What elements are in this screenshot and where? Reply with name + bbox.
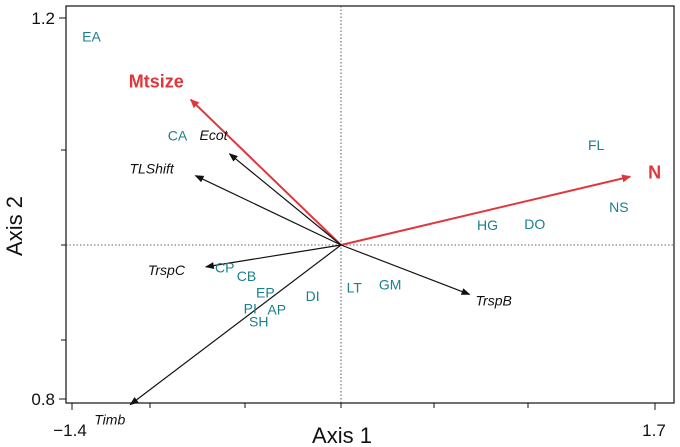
site-label-ea: EA <box>82 29 101 45</box>
arrow-trspb <box>340 244 471 295</box>
site-label-ca: CA <box>168 128 188 144</box>
site-label-pi: PI <box>244 300 257 316</box>
y-axis-ticks <box>59 17 66 400</box>
x-axis-title: Axis 1 <box>312 423 372 447</box>
site-label-hg: HG <box>477 217 498 233</box>
site-label-lt: LT <box>347 280 363 296</box>
site-label-do: DO <box>524 216 545 232</box>
arrow-ecot <box>228 153 342 246</box>
arrow-label-trspc: TrspC <box>148 262 186 278</box>
site-label-fl: FL <box>588 137 605 153</box>
site-label-ap: AP <box>267 301 286 317</box>
site-label-gm: GM <box>379 277 402 293</box>
y-tick-label-max: 1.2 <box>31 9 55 28</box>
x-tick-label-max: 1.7 <box>642 421 666 440</box>
arrow-timb <box>129 244 342 406</box>
arrow-tlshift <box>194 175 342 246</box>
arrow-trspc <box>204 244 342 270</box>
arrow-label-n: N <box>648 163 661 183</box>
plot-frame <box>65 5 675 404</box>
site-label-cb: CB <box>237 268 256 284</box>
site-label-cp: CP <box>215 260 234 276</box>
arrow-label-trspb: TrspB <box>476 292 512 308</box>
arrows-layer: Mtsize N Ecot TLShift TrspC TrspB Timb <box>94 72 661 428</box>
x-axis-ticks <box>71 403 656 410</box>
site-label-sh: SH <box>249 314 268 330</box>
arrow-mtsize <box>190 98 342 246</box>
site-label-di: DI <box>306 288 320 304</box>
arrow-label-mtsize: Mtsize <box>129 72 184 92</box>
y-axis-title: Axis 2 <box>2 196 27 256</box>
arrow-label-ecot: Ecot <box>199 127 228 143</box>
site-label-ep: EP <box>256 284 275 300</box>
site-label-ns: NS <box>609 199 628 215</box>
arrow-n <box>340 174 632 246</box>
arrow-label-tlshift: TLShift <box>129 161 174 177</box>
y-tick-label-min: 0.8 <box>31 390 55 409</box>
arrow-label-timb: Timb <box>94 412 125 428</box>
x-tick-label-min: −1.4 <box>53 421 87 440</box>
